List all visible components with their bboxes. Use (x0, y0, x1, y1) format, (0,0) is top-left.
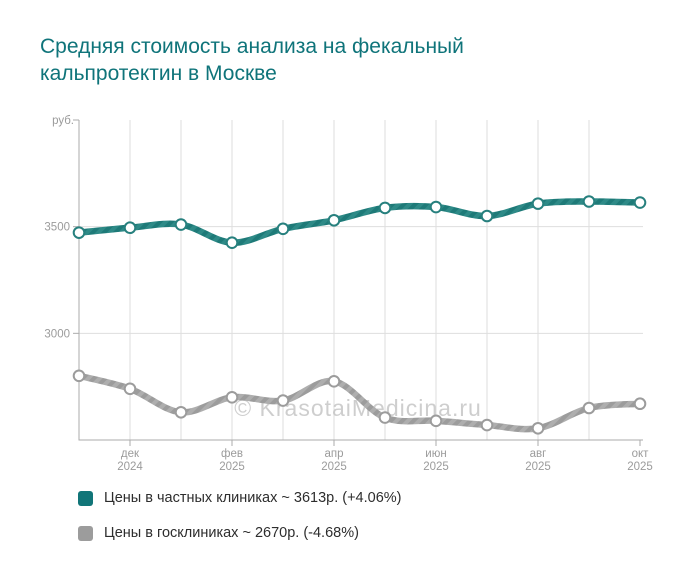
data-point-marker[interactable] (72, 369, 86, 383)
state-clinics-swatch-icon (78, 525, 93, 541)
data-point-marker[interactable] (225, 236, 239, 249)
legend-item-state-clinics[interactable]: Цены в госклиниках ~ 2670р. (-4.68%) (78, 525, 402, 541)
x-tick-label-month: июн (425, 448, 446, 460)
x-tick-label-year: 2025 (321, 461, 347, 473)
data-point-marker[interactable] (174, 218, 188, 231)
legend-item-private-clinics[interactable]: Цены в частных клиниках ~ 3613р. (+4.06%… (78, 490, 402, 506)
y-axis-unit-label: руб. (52, 115, 74, 127)
page-title: Средняя стоимость анализа на фекальный к… (40, 35, 464, 85)
legend-item-label: Цены в частных клиниках ~ 3613р. (+4.06%… (104, 490, 402, 506)
data-point-marker[interactable] (123, 382, 137, 396)
y-tick-label: 3500 (44, 222, 70, 234)
data-point-marker[interactable] (633, 196, 647, 209)
data-point-marker[interactable] (633, 397, 647, 411)
data-point-marker[interactable] (174, 405, 188, 419)
x-tick-label-month: окт (632, 448, 650, 460)
axis-labels: руб.35003000дек2024фев2025апр2025июн2025… (44, 115, 652, 473)
data-point-marker[interactable] (123, 221, 137, 235)
data-point-marker[interactable] (72, 226, 86, 239)
data-point-marker[interactable] (327, 213, 341, 227)
data-point-marker[interactable] (276, 222, 290, 236)
gridlines (79, 120, 643, 440)
x-tick-label-month: апр (324, 448, 343, 460)
data-point-marker[interactable] (480, 209, 494, 223)
x-tick-label-year: 2025 (219, 461, 245, 473)
data-point-marker[interactable] (327, 375, 341, 388)
x-tick-label-year: 2025 (423, 461, 449, 473)
x-tick-label-year: 2025 (525, 461, 551, 473)
data-point-marker[interactable] (378, 411, 392, 424)
x-tick-label-year: 2025 (627, 461, 653, 473)
data-point-marker[interactable] (276, 394, 290, 407)
legend-item-label: Цены в госклиниках ~ 2670р. (-4.68%) (104, 525, 359, 541)
data-point-marker[interactable] (582, 401, 596, 415)
x-tick-label-month: авг (530, 448, 547, 460)
y-tick-label: 3000 (44, 328, 70, 340)
data-point-marker[interactable] (582, 195, 596, 208)
private-clinics-swatch-icon (78, 490, 93, 506)
data-point-marker[interactable] (429, 414, 443, 428)
series-state-clinics (72, 369, 647, 435)
x-tick-label-month: фев (221, 448, 243, 460)
data-point-marker[interactable] (531, 421, 545, 435)
data-point-marker[interactable] (225, 391, 239, 404)
x-tick-label-month: дек (121, 448, 140, 460)
data-point-marker[interactable] (531, 197, 545, 210)
x-tick-label-year: 2024 (117, 461, 143, 473)
series-private-clinics (72, 195, 647, 249)
data-point-marker[interactable] (480, 418, 494, 432)
chart-legend: Цены в частных клиниках ~ 3613р. (+4.06%… (78, 490, 402, 541)
data-point-marker[interactable] (429, 200, 443, 214)
data-point-marker[interactable] (378, 201, 392, 215)
